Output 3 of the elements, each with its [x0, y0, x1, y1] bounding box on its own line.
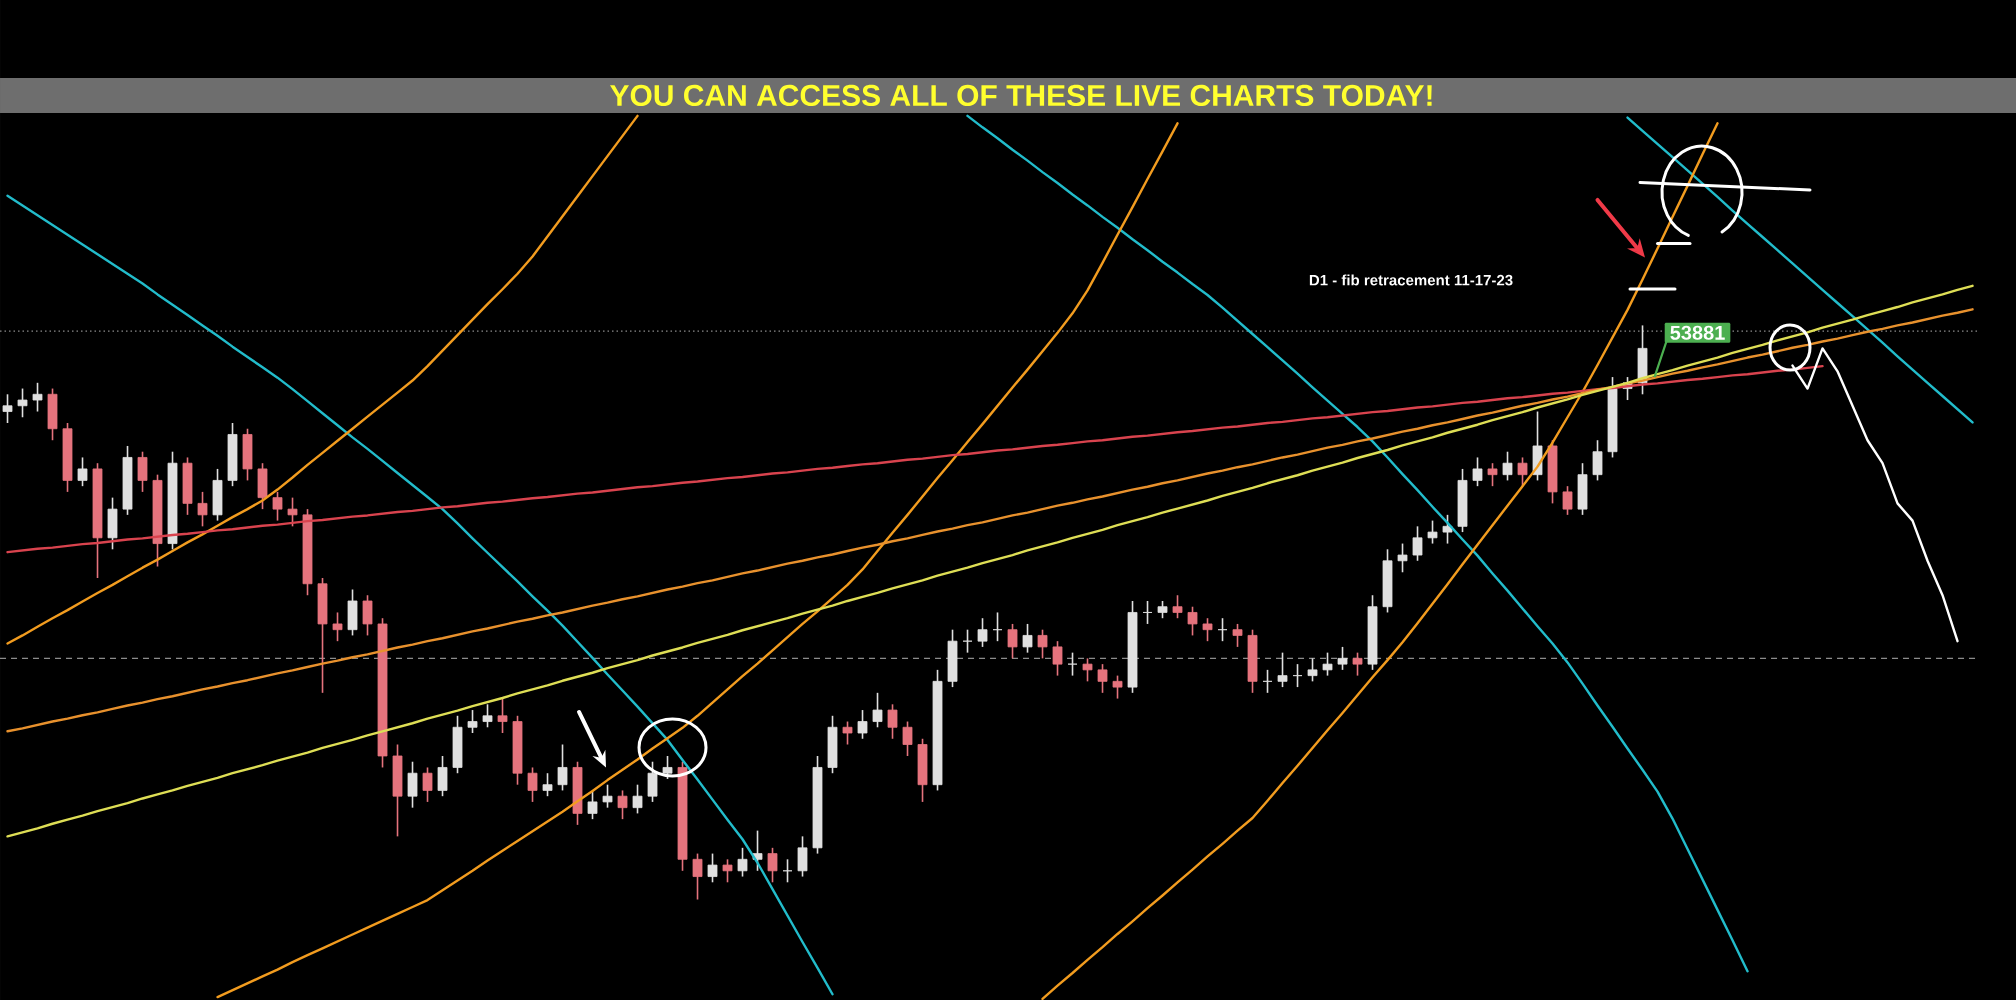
text: D1 - fib retracement 11-17-23: [1309, 274, 1513, 286]
chart-title: YOU CAN ACCESS ALL OF THESE LIVE CHARTS TODAY!: [609, 84, 1432, 107]
annotation: 53881: [1670, 325, 1725, 340]
